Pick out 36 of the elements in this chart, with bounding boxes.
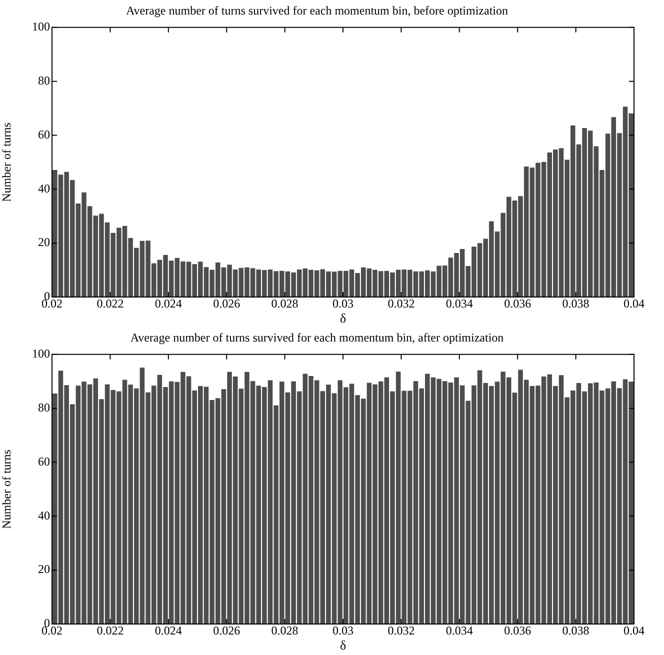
x-tick-label: 0.036 [504,623,532,638]
x-axis-title: δ [340,638,346,653]
y-tick-label: 20 [38,235,50,250]
x-tick-label: 0.038 [562,623,590,638]
y-axis-title: Number of turns [0,122,14,202]
y-axis-title: Number of turns [0,449,14,529]
chart-title: Average number of turns survived for each momentum bin, before optimization [126,3,508,18]
y-tick-label: 100 [32,346,50,361]
x-tick-label: 0.04 [624,296,644,310]
x-tick-label: 0.028 [271,623,298,638]
y-tick-label: 60 [38,127,50,142]
chart-title: Average number of turns survived for each momentum bin, after optimization [130,330,504,344]
y-tick-label: 40 [38,181,50,196]
x-tick-label: 0.024 [154,296,182,310]
x-tick-label: 0.026 [213,296,240,310]
x-tick-label: 0.022 [96,623,124,638]
x-tick-label: 0.022 [96,296,124,310]
x-tick-label: 0.028 [271,296,298,310]
x-tick-label: 0.026 [213,623,240,638]
x-axis-title: δ [340,310,346,326]
x-tick-label: 0.04 [624,623,644,638]
y-tick-label: 100 [32,20,50,34]
y-tick-label: 80 [38,73,50,88]
x-tick-label: 0.034 [446,296,473,310]
x-tick-label: 0.032 [388,296,415,310]
y-tick-label: 60 [38,454,50,468]
x-tick-label: 0.03 [332,623,354,638]
x-tick-label: 0.032 [388,623,415,638]
y-tick-label: 80 [38,400,50,414]
x-tick-label: 0.024 [154,623,182,638]
x-tick-label: 0.036 [504,296,532,310]
y-tick-label: 40 [38,508,50,522]
y-tick-label: 20 [38,562,50,576]
x-tick-label: 0.03 [332,296,354,310]
x-tick-label: 0.038 [562,296,590,310]
x-tick-label: 0.034 [446,623,473,638]
